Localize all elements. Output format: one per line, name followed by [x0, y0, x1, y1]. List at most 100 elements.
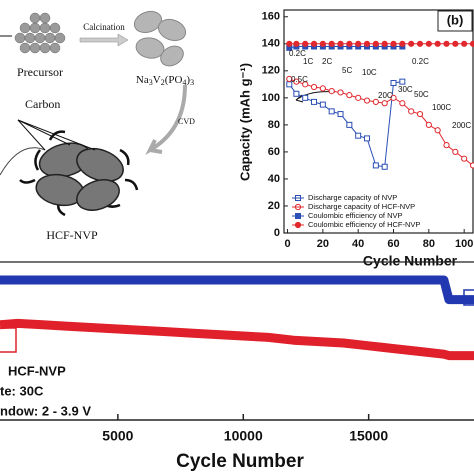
plot-frame [283, 9, 474, 234]
marker [408, 40, 415, 47]
carbon-label: Carbon [25, 97, 60, 111]
marker [390, 94, 397, 101]
marker [364, 135, 371, 142]
calcination-label: Calcination [83, 22, 125, 32]
marker [363, 97, 371, 104]
series [286, 75, 474, 169]
y-tick-label: 0 [274, 227, 280, 239]
marker [293, 90, 300, 97]
marker [416, 40, 424, 47]
marker [381, 40, 388, 47]
x-tick-label: 10000 [224, 428, 263, 444]
marker [363, 40, 371, 47]
x-tick-label: 100 [455, 238, 473, 250]
rate-label: 0.2C [289, 49, 306, 58]
marker [293, 78, 300, 85]
legend-label: Coulombic efficiency of NVP [308, 211, 403, 220]
condition-label: ndow: 2 - 3.9 V [0, 403, 91, 418]
marker [319, 40, 326, 47]
marker [328, 108, 335, 115]
marker [311, 98, 318, 105]
rate-label: 30C [398, 85, 413, 94]
legend-label: Coulombic efficiency of HCF-NVP [308, 220, 420, 229]
marker [469, 162, 474, 169]
marker [399, 40, 406, 47]
marker [337, 89, 344, 96]
marker [399, 100, 406, 107]
legend-label: Discharge capacity of NVP [308, 193, 397, 202]
rate-label: 10C [362, 68, 377, 77]
x-tick-label: 0 [284, 238, 290, 250]
y-tick-label: 20 [268, 200, 280, 212]
precursor-label: Precursor [17, 65, 63, 79]
y-tick-label: 100 [262, 92, 280, 104]
marker [293, 40, 300, 47]
marker [337, 111, 344, 118]
y-tick-label: 120 [262, 65, 280, 77]
series-band [0, 318, 474, 361]
marker [328, 40, 335, 47]
marker [416, 110, 424, 118]
condition-label: te: 30C [0, 383, 44, 398]
y-tick-label: 160 [262, 11, 280, 23]
y-tick-label: 40 [268, 173, 280, 185]
result-label: HCF-NVP [46, 228, 98, 242]
marker [381, 163, 388, 170]
marker [337, 40, 344, 47]
rate-label: 200C [452, 121, 471, 130]
marker [372, 40, 379, 47]
marker [443, 142, 450, 149]
y-tick-label: 80 [268, 119, 280, 131]
marker [319, 101, 326, 108]
marker [461, 155, 468, 162]
x-tick-label: 60 [387, 238, 399, 250]
marker [469, 40, 474, 47]
marker [452, 148, 459, 156]
marker [355, 132, 362, 139]
x-tick-label: 40 [352, 238, 364, 250]
marker [286, 40, 293, 47]
rate-label: 20C [378, 91, 393, 100]
marker [399, 78, 406, 85]
marker [355, 40, 362, 47]
marker [443, 40, 450, 47]
marker [310, 40, 318, 47]
legend-label: Discharge capacity of HCF-NVP [308, 202, 415, 211]
series [286, 40, 474, 47]
marker [390, 79, 397, 86]
marker [355, 94, 362, 101]
marker [328, 87, 335, 95]
series-line [289, 78, 474, 166]
rate-label: 5C [342, 66, 352, 75]
marker [434, 127, 441, 134]
x-tick-label: 80 [423, 238, 435, 250]
panel-box [437, 10, 473, 32]
panel-label: (b) [447, 12, 464, 27]
condition-label: HCF-NVP [8, 363, 66, 378]
product-label: Na3V2(PO4)3 [136, 74, 194, 87]
x-axis-title: Cycle Number [363, 253, 458, 269]
y-tick-label: 140 [262, 38, 280, 50]
marker [372, 98, 379, 106]
series [286, 78, 406, 170]
x-tick-label: 5000 [102, 428, 133, 444]
rate-label: 0.5C [291, 75, 308, 84]
marker [286, 75, 293, 83]
marker [302, 94, 309, 101]
y-axis-title: Capacity (mAh g⁻¹) [237, 63, 252, 181]
marker [425, 40, 432, 47]
marker [461, 40, 468, 47]
marker [425, 121, 432, 128]
y-tick-label: 60 [268, 146, 280, 158]
marker [346, 92, 353, 99]
schematic [0, 10, 187, 217]
cvd-label: CVD [178, 117, 195, 126]
rate-label: 50C [414, 90, 429, 99]
marker [346, 40, 353, 47]
marker [381, 100, 388, 107]
marker [390, 40, 397, 47]
marker [434, 40, 441, 47]
marker [346, 121, 353, 128]
marker [302, 40, 309, 47]
